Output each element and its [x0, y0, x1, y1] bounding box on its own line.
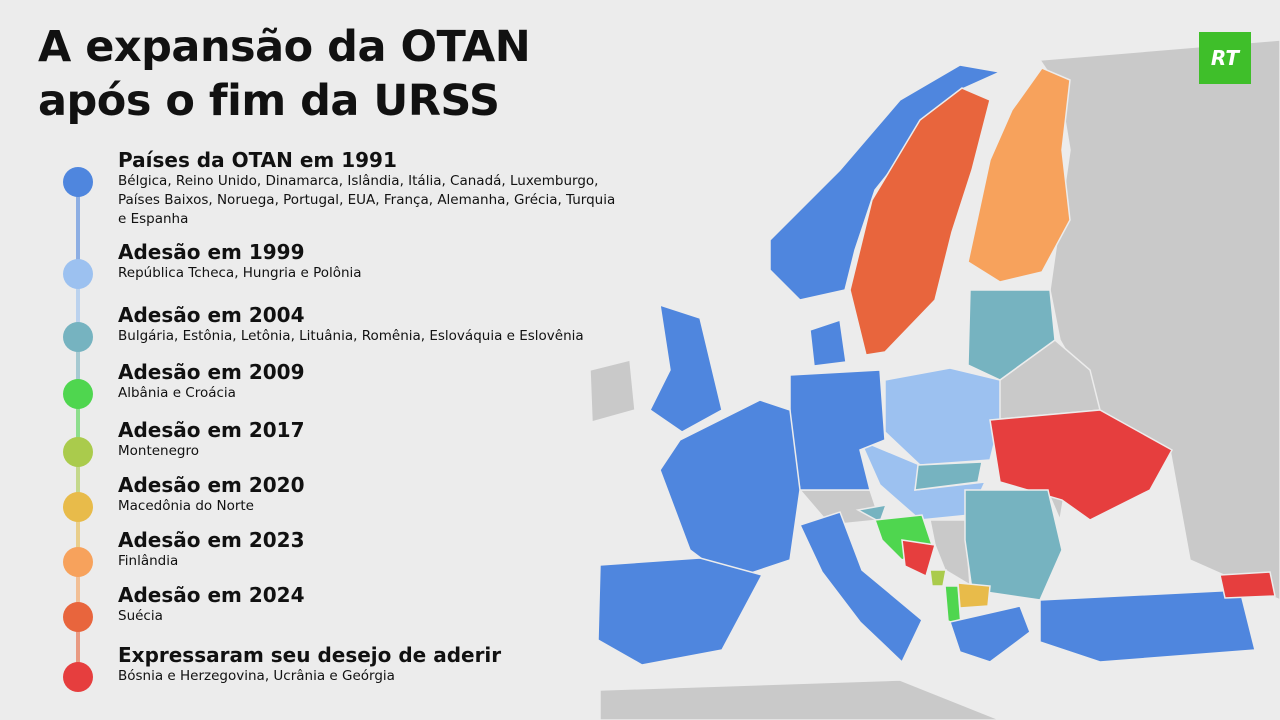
balkans-gray [929, 519, 971, 587]
legend-title: Adesão em 2009 [118, 360, 305, 384]
legend-title: Países da OTAN em 1991 [118, 148, 397, 172]
legend-dot [63, 547, 93, 577]
bosnia [901, 539, 936, 578]
poland [884, 367, 1001, 466]
legend-dot [63, 167, 93, 197]
baltics [967, 289, 1056, 381]
germany [789, 369, 886, 491]
finland [967, 67, 1071, 283]
legend-markers [63, 167, 93, 692]
montenegro [929, 569, 947, 587]
italy [798, 511, 923, 664]
legend-item: Adesão em 2017 Montenegro [118, 418, 618, 461]
legend-description: Bulgária, Estônia, Letônia, Lituânia, Ro… [118, 328, 584, 344]
legend-description: Suécia [118, 608, 163, 624]
legend-dot [63, 662, 93, 692]
sweden [849, 87, 991, 356]
logo: RT [1199, 32, 1251, 84]
romania-bulgaria [964, 489, 1063, 601]
legend-description: Macedônia do Norte [118, 498, 254, 514]
legend-dot [63, 437, 93, 467]
denmark [809, 319, 847, 367]
legend-description: Bósnia e Herzegovina, Ucrânia e Geórgia [118, 668, 395, 684]
legend-title: Expressaram seu desejo de aderir [118, 643, 502, 667]
slovenia [855, 504, 888, 524]
legend-item: Adesão em 2009 Albânia e Croácia [118, 360, 618, 403]
legend-title: Adesão em 2004 [118, 303, 305, 327]
uk [649, 303, 723, 433]
russia [1038, 39, 1280, 601]
slovakia [914, 461, 983, 491]
legend-item: Adesão em 2004 Bulgária, Estônia, Letônia… [118, 303, 618, 346]
legend-item: Adesão em 2024 Suécia [118, 583, 618, 626]
north-macedonia [957, 582, 991, 609]
africa [599, 679, 1001, 720]
legend-dot [63, 602, 93, 632]
title-line: após o fim da URSS [38, 76, 500, 126]
title: A expansão da OTAN após o fim da URSS [38, 20, 531, 128]
legend-item: Adesão em 2023 Finlândia [118, 528, 618, 571]
iberia [597, 557, 764, 666]
legend-description: República Tcheca, Hungria e Polônia [118, 265, 362, 281]
title-line: A expansão da OTAN [38, 22, 531, 72]
legend-item: Expressaram seu desejo de aderir Bósnia e… [118, 643, 618, 686]
legend-description: Albânia e Croácia [118, 385, 236, 401]
legend-dot [63, 492, 93, 522]
ireland [589, 359, 636, 423]
legend-dot [63, 379, 93, 409]
legend-item: Adesão em 1999 República Tcheca, Hungria … [118, 240, 618, 283]
legend-item: Adesão em 2020 Macedônia do Norte [118, 473, 618, 516]
georgia [1219, 571, 1276, 599]
legend-description: Montenegro [118, 443, 200, 459]
ukraine [989, 409, 1174, 521]
legend-title: Adesão em 2020 [118, 473, 305, 497]
legend-dot [63, 322, 93, 352]
legend-title: Adesão em 1999 [118, 240, 305, 264]
greece [949, 605, 1031, 663]
legend-description: Finlândia [118, 553, 179, 569]
legend-title: Adesão em 2017 [118, 418, 305, 442]
legend-title: Adesão em 2023 [118, 528, 305, 552]
legend-description: Bélgica, Reino Unido, Dinamarca, Islândi… [118, 173, 616, 227]
legend-title: Adesão em 2024 [118, 583, 305, 607]
legend-dot [63, 259, 93, 289]
turkey [1039, 589, 1256, 663]
france-benelux [659, 399, 801, 581]
legend-item: Países da OTAN em 1991 Bélgica, Reino Uni… [118, 148, 618, 229]
